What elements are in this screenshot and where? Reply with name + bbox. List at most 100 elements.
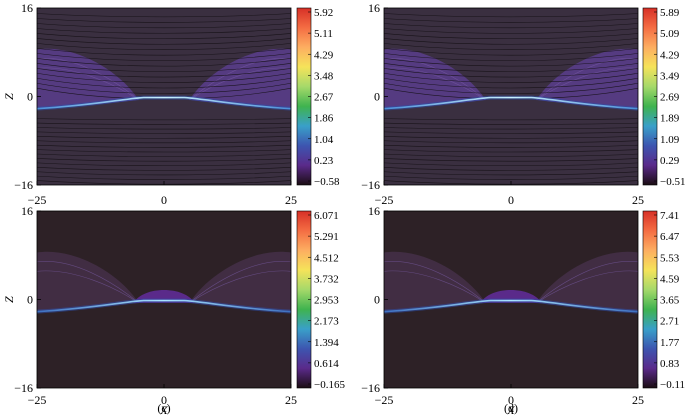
- field-line: [384, 28, 638, 34]
- colorbar-tick-label: 5.89: [660, 7, 680, 19]
- field-line: [37, 58, 291, 67]
- x-tick-label: 0: [161, 393, 167, 407]
- colorbar-tick-label: 5.53: [660, 252, 680, 264]
- field-lines: [37, 13, 291, 185]
- plot-area: [37, 8, 291, 185]
- field-line: [384, 72, 638, 83]
- colorbar-tick-label: 0.83: [660, 358, 680, 370]
- colorbar-tick-label: 4.29: [660, 49, 680, 61]
- panel-label: (c): [157, 401, 170, 415]
- colorbar-tick-label: 1.394: [314, 337, 339, 349]
- field-line: [384, 77, 638, 89]
- y-axis-label: Z: [2, 296, 16, 303]
- field-line: [384, 144, 638, 148]
- lobe-contour-left: [37, 261, 139, 304]
- colorbar-tick-label: 2.69: [660, 92, 680, 104]
- lobe-contour-right: [536, 261, 638, 304]
- field-line: [37, 144, 291, 148]
- field-line: [37, 127, 291, 130]
- field-line: [37, 122, 291, 125]
- field-line: [384, 48, 638, 56]
- colorbar-tick-label: 1.86: [314, 113, 334, 125]
- field-line: [37, 82, 291, 94]
- colorbar-tick-label: 2.173: [314, 316, 339, 328]
- left-lobe: [384, 251, 486, 312]
- right-lobe: [536, 48, 638, 109]
- right-lobe: [189, 48, 291, 109]
- field-line: [37, 162, 291, 167]
- field-line: [37, 149, 291, 153]
- field-line: [37, 72, 291, 83]
- x-axis-label: X: [159, 403, 168, 415]
- field-line: [37, 23, 291, 29]
- field-line: [37, 53, 291, 61]
- colorbar-tick-label: 0.614: [314, 358, 339, 370]
- field-line: [384, 171, 638, 176]
- field-line: [384, 158, 638, 162]
- field-line: [384, 127, 638, 130]
- plot-area: [384, 8, 638, 185]
- field-line: [384, 58, 638, 67]
- colorbar-tick-label: 1.09: [660, 134, 680, 146]
- current-sheet: [37, 299, 291, 313]
- field-line: [384, 53, 638, 61]
- y-tick-label: 16: [368, 204, 380, 218]
- field-line: [384, 162, 638, 167]
- x-tick-label: 0: [508, 193, 514, 207]
- lobe-contour-left: [37, 270, 139, 304]
- field-line: [384, 140, 638, 144]
- colorbar-tick-label: 2.67: [314, 92, 334, 104]
- colorbar-tick-label: 1.04: [314, 134, 334, 146]
- colorbar-tick-label: 2.953: [314, 295, 339, 307]
- y-tick-label: −16: [361, 178, 380, 192]
- field-line: [37, 175, 291, 180]
- lobe-contour-right: [189, 261, 291, 304]
- colorbar-tick-label: 2.71: [660, 316, 679, 328]
- field-line: [384, 82, 638, 94]
- x-tick-label: −25: [375, 393, 394, 407]
- panel-b: −25025160−16(b)5.895.094.293.492.691.891…: [361, 1, 685, 227]
- x-tick-label: 25: [285, 193, 297, 207]
- field-line: [384, 68, 638, 78]
- field-line: [37, 153, 291, 157]
- field-line: [37, 68, 291, 78]
- current-sheet: [384, 299, 638, 313]
- field-line: [384, 131, 638, 134]
- panel-label: (d): [504, 401, 518, 415]
- colorbar-tick-label: 4.59: [660, 273, 680, 285]
- field-line: [37, 140, 291, 144]
- lobe-contour-right: [536, 67, 638, 101]
- x-tick-label: −25: [28, 393, 47, 407]
- colorbar-tick-label: 4.29: [314, 49, 334, 61]
- field-line: [384, 153, 638, 157]
- x-tick-label: 0: [508, 393, 514, 407]
- y-tick-label: 16: [21, 204, 33, 218]
- field-line: [384, 13, 638, 18]
- field-line: [384, 175, 638, 180]
- field-line: [384, 43, 638, 50]
- colorbar-tick-label: 5.291: [314, 231, 339, 243]
- colorbar-tick-label: 3.48: [314, 70, 334, 82]
- lobe-contour-left: [384, 261, 486, 304]
- x-tick-label: 25: [632, 393, 644, 407]
- field-line: [37, 18, 291, 23]
- lobe-contour-left: [37, 67, 139, 101]
- colorbar-tick-label: 5.92: [314, 7, 333, 19]
- plot-area: [384, 211, 638, 388]
- field-lines: [384, 13, 638, 185]
- field-line: [384, 23, 638, 29]
- y-tick-label: 0: [374, 90, 380, 104]
- colorbar-tick-label: 6.071: [314, 210, 339, 222]
- field-line: [37, 158, 291, 162]
- colorbar-tick-label: 5.09: [660, 28, 680, 40]
- x-tick-label: 25: [632, 193, 644, 207]
- y-tick-label: 0: [374, 293, 380, 307]
- y-tick-label: 0: [27, 293, 33, 307]
- field-line: [37, 171, 291, 176]
- colorbar-tick-label: 1.77: [660, 337, 680, 349]
- lobe-contour-left: [384, 67, 486, 101]
- left-lobe: [384, 48, 486, 109]
- field-line: [37, 43, 291, 50]
- colorbar-tick-label: 0.23: [314, 155, 334, 167]
